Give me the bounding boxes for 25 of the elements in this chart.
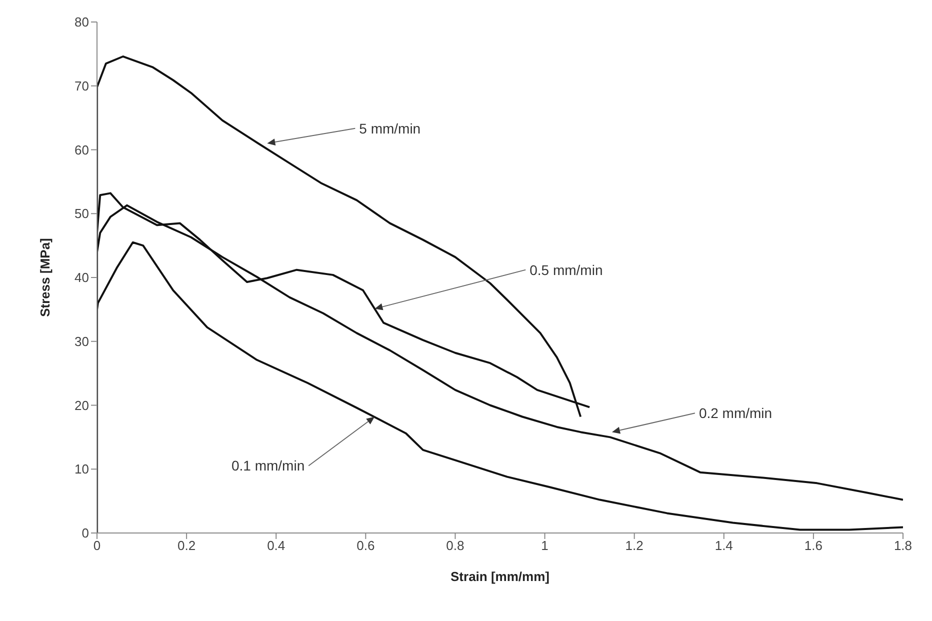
x-tick-label: 1 bbox=[541, 538, 548, 554]
x-tick-label: 1.2 bbox=[625, 538, 644, 554]
y-tick-label: 50 bbox=[74, 206, 89, 222]
y-tick-label: 0 bbox=[82, 526, 89, 541]
x-tick-label: 0 bbox=[93, 538, 101, 554]
x-tick-label: 1.8 bbox=[894, 538, 912, 554]
annotation: 0.1 mm/min bbox=[231, 458, 305, 474]
y-axis-title: Stress [MPa] bbox=[38, 238, 53, 317]
x-tick-label: 1.6 bbox=[804, 538, 822, 554]
y-tick-label: 20 bbox=[74, 398, 89, 413]
annotation: 0.5 mm/min bbox=[530, 262, 603, 278]
x-tick-label: 1.4 bbox=[714, 538, 733, 554]
y-tick-label: 10 bbox=[74, 462, 89, 477]
x-tick-label: 0.8 bbox=[446, 538, 464, 554]
y-tick-label: 60 bbox=[74, 142, 89, 158]
x-tick-label: 0.6 bbox=[356, 538, 375, 554]
y-tick-label: 40 bbox=[74, 270, 89, 286]
x-tick-label: 0.4 bbox=[267, 538, 286, 554]
annotation: 0.2 mm/min bbox=[698, 405, 772, 422]
y-tick-label: 80 bbox=[74, 14, 89, 30]
y-tick-label: 70 bbox=[74, 78, 89, 94]
x-axis-title: Strain [mm/mm] bbox=[450, 569, 550, 584]
y-tick-label: 30 bbox=[74, 334, 89, 349]
annotation: 5 mm/min bbox=[359, 120, 421, 136]
x-tick-label: 0.2 bbox=[178, 538, 196, 554]
